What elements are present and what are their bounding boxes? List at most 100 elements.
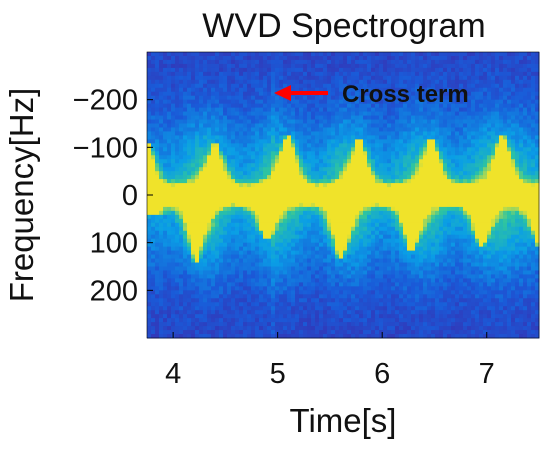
heatmap-cell xyxy=(327,206,332,212)
heatmap-cell xyxy=(215,75,220,81)
heatmap-cell xyxy=(331,91,336,97)
heatmap-cell xyxy=(187,59,192,65)
heatmap-cell xyxy=(263,274,268,279)
heatmap-cell xyxy=(379,107,384,113)
heatmap-cell xyxy=(307,59,312,65)
heatmap-cell xyxy=(263,63,268,69)
heatmap-cell xyxy=(163,179,168,184)
heatmap-cell xyxy=(295,135,300,140)
heatmap-cell xyxy=(267,191,272,196)
heatmap-cell xyxy=(375,191,380,196)
heatmap-cell xyxy=(319,330,324,335)
heatmap-cell xyxy=(307,326,312,331)
heatmap-cell xyxy=(259,155,264,160)
heatmap-cell xyxy=(203,294,208,299)
heatmap-cell xyxy=(287,167,292,172)
heatmap-cell xyxy=(219,282,224,287)
heatmap-cell xyxy=(391,75,396,81)
heatmap-cell xyxy=(203,250,208,256)
heatmap-cell xyxy=(259,250,264,256)
heatmap-cell xyxy=(227,222,232,228)
heatmap-cell xyxy=(367,179,372,184)
heatmap-cell xyxy=(271,202,276,208)
heatmap-cell xyxy=(195,139,200,144)
heatmap-cell xyxy=(255,187,260,192)
heatmap-cell xyxy=(367,87,372,93)
heatmap-cell xyxy=(223,226,228,232)
heatmap-cell xyxy=(315,139,320,144)
heatmap-cell xyxy=(291,151,296,156)
heatmap-cell xyxy=(339,179,344,184)
heatmap-cell xyxy=(183,139,188,144)
heatmap-cell xyxy=(391,183,396,188)
heatmap-cell xyxy=(363,91,368,97)
heatmap-cell xyxy=(167,171,172,176)
heatmap-cell xyxy=(291,246,296,252)
heatmap-cell xyxy=(391,270,396,275)
heatmap-cell xyxy=(315,298,320,303)
heatmap-cell xyxy=(307,52,312,57)
heatmap-cell xyxy=(395,107,400,113)
heatmap-cell xyxy=(375,222,380,228)
heatmap-cell xyxy=(407,99,412,105)
heatmap-cell xyxy=(375,175,380,180)
heatmap-cell xyxy=(227,314,232,319)
heatmap-cell xyxy=(219,71,224,77)
heatmap-cell xyxy=(295,111,300,117)
heatmap-cell xyxy=(207,147,212,152)
heatmap-cell xyxy=(191,334,196,339)
heatmap-cell xyxy=(231,87,236,93)
heatmap-cell xyxy=(419,266,424,271)
heatmap-cell xyxy=(415,167,420,172)
heatmap-cell xyxy=(251,330,256,335)
heatmap-cell xyxy=(339,322,344,327)
heatmap-cell xyxy=(343,91,348,97)
heatmap-cell xyxy=(223,123,228,128)
heatmap-cell xyxy=(247,290,252,295)
heatmap-cell xyxy=(231,206,236,212)
heatmap-cell xyxy=(415,306,420,311)
heatmap-cell xyxy=(371,179,376,184)
heatmap-cell xyxy=(399,202,404,208)
heatmap-cell xyxy=(171,115,176,121)
heatmap-cell xyxy=(319,115,324,121)
heatmap-cell xyxy=(211,191,216,196)
heatmap-cell xyxy=(151,326,156,331)
heatmap-cell xyxy=(383,183,388,188)
heatmap-cell xyxy=(243,258,248,264)
heatmap-cell xyxy=(331,163,336,168)
heatmap-cell xyxy=(323,302,328,307)
heatmap-cell xyxy=(275,52,280,57)
heatmap-cell xyxy=(295,274,300,279)
heatmap-cell xyxy=(319,151,324,156)
heatmap-cell xyxy=(387,198,392,204)
heatmap-cell xyxy=(183,95,188,101)
heatmap-cell xyxy=(375,318,380,323)
heatmap-cell xyxy=(167,198,172,204)
heatmap-cell xyxy=(403,322,408,327)
heatmap-cell xyxy=(423,127,428,132)
heatmap-cell xyxy=(239,298,244,303)
heatmap-cell xyxy=(283,163,288,168)
heatmap-cell xyxy=(399,214,404,220)
heatmap-cell xyxy=(231,310,236,315)
heatmap-cell xyxy=(331,83,336,89)
heatmap-cell xyxy=(295,159,300,164)
heatmap-cell xyxy=(207,206,212,212)
heatmap-cell xyxy=(259,314,264,319)
heatmap-cell xyxy=(235,334,240,339)
heatmap-cell xyxy=(307,123,312,128)
heatmap-cell xyxy=(179,226,184,232)
heatmap-cell xyxy=(231,55,236,61)
heatmap-cell xyxy=(383,254,388,260)
heatmap-cell xyxy=(395,183,400,188)
heatmap-cell xyxy=(155,266,160,271)
heatmap-cell xyxy=(275,135,280,140)
heatmap-cell xyxy=(243,195,248,200)
heatmap-cell xyxy=(311,234,316,240)
heatmap-cell xyxy=(171,218,176,224)
heatmap-cell xyxy=(159,115,164,121)
heatmap-cell xyxy=(343,250,348,256)
heatmap-cell xyxy=(355,55,360,61)
heatmap-cell xyxy=(259,286,264,291)
